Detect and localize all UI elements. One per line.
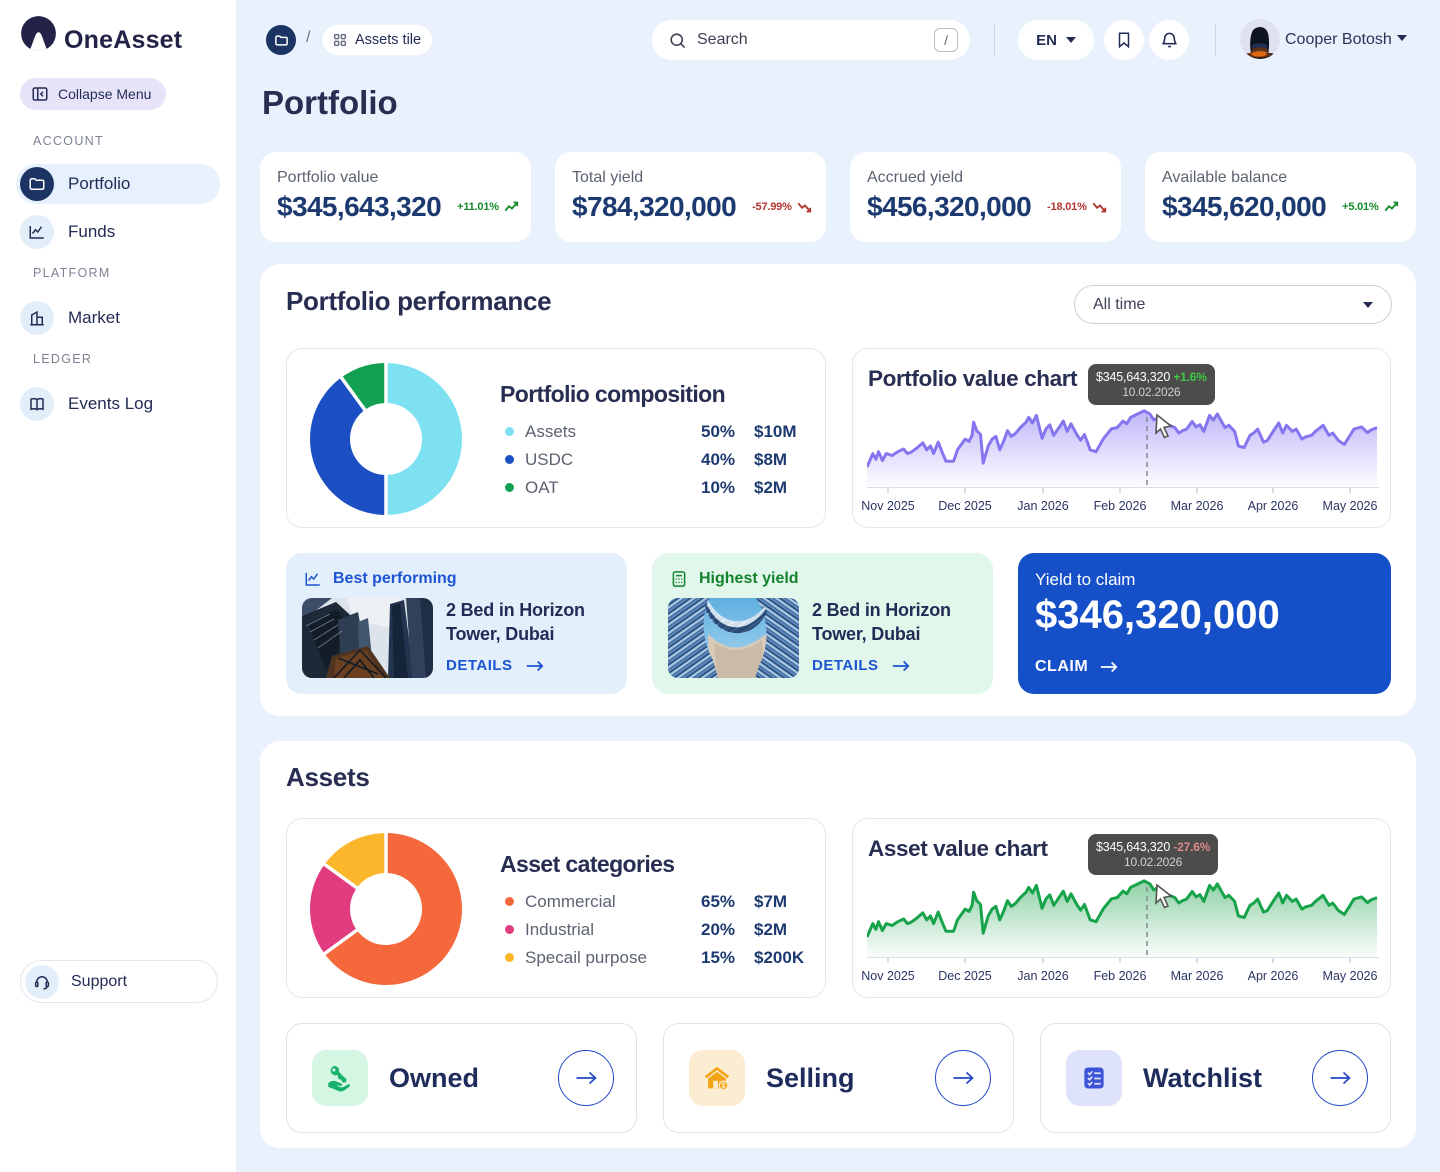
svg-text:$: $: [722, 1083, 726, 1090]
